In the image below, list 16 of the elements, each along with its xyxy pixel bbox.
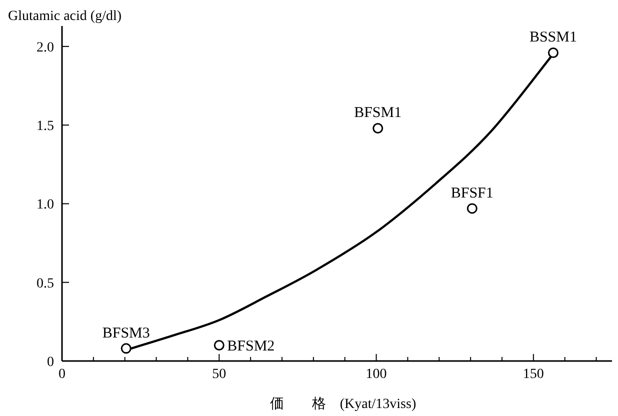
- y-label: Glutamic acid (g/dl): [8, 9, 122, 24]
- annotation: BSSM1: [529, 30, 577, 46]
- annotation: BFSM1: [354, 105, 402, 122]
- annotation: BFSM2: [227, 338, 275, 354]
- x-tick: 50: [212, 367, 226, 382]
- x-label: 価 格 (Kyat/13viss): [270, 397, 416, 412]
- y-tick: 2.0: [36, 40, 54, 56]
- x-tick: 100: [366, 367, 387, 382]
- y-tick: 1.0: [36, 198, 54, 213]
- x-tick: 150: [522, 367, 544, 382]
- x-tick: 0: [58, 367, 66, 382]
- annotation: BFSM3: [102, 325, 150, 342]
- y-tick: 0: [47, 355, 54, 370]
- y-tick: 0.5: [36, 276, 54, 292]
- y-tick: 1.5: [36, 119, 54, 134]
- annotation: BFSF1: [450, 185, 494, 202]
